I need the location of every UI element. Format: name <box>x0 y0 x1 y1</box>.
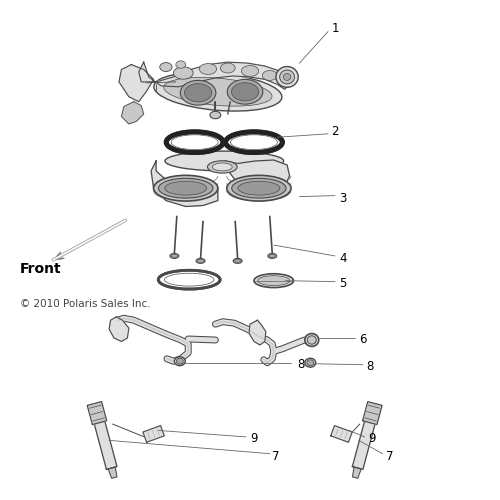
Polygon shape <box>249 320 266 345</box>
Polygon shape <box>352 467 361 478</box>
Ellipse shape <box>212 163 232 171</box>
Polygon shape <box>119 64 154 102</box>
Text: 9: 9 <box>368 432 376 446</box>
Text: 7: 7 <box>386 450 394 463</box>
Ellipse shape <box>180 80 216 105</box>
Ellipse shape <box>154 176 218 201</box>
Ellipse shape <box>154 72 282 111</box>
Text: 1: 1 <box>332 22 339 35</box>
Polygon shape <box>122 102 144 124</box>
Ellipse shape <box>200 64 216 74</box>
Ellipse shape <box>270 254 275 258</box>
Ellipse shape <box>230 135 278 150</box>
Ellipse shape <box>228 80 263 104</box>
Ellipse shape <box>227 176 291 201</box>
Ellipse shape <box>171 135 218 150</box>
Polygon shape <box>362 402 382 424</box>
Text: 7: 7 <box>272 450 280 463</box>
Polygon shape <box>108 467 117 478</box>
Ellipse shape <box>305 334 318 346</box>
Polygon shape <box>151 161 218 206</box>
Ellipse shape <box>305 358 316 367</box>
Text: 3: 3 <box>339 192 346 204</box>
Ellipse shape <box>158 270 220 289</box>
Ellipse shape <box>258 276 290 285</box>
Polygon shape <box>88 402 106 424</box>
Polygon shape <box>139 62 290 90</box>
Ellipse shape <box>232 178 286 198</box>
Text: © 2010 Polaris Sales Inc.: © 2010 Polaris Sales Inc. <box>20 300 150 310</box>
Ellipse shape <box>268 254 276 258</box>
Ellipse shape <box>196 258 205 264</box>
Ellipse shape <box>226 132 282 152</box>
Polygon shape <box>352 421 375 470</box>
Ellipse shape <box>164 273 214 286</box>
Ellipse shape <box>262 70 277 81</box>
Ellipse shape <box>233 258 242 264</box>
Text: 8: 8 <box>366 360 374 372</box>
Ellipse shape <box>210 112 221 118</box>
Text: 5: 5 <box>339 277 346 290</box>
Ellipse shape <box>198 260 203 262</box>
Ellipse shape <box>184 84 212 102</box>
Ellipse shape <box>172 254 177 258</box>
Polygon shape <box>109 317 129 342</box>
Text: 2: 2 <box>332 125 339 138</box>
Ellipse shape <box>176 61 186 68</box>
Ellipse shape <box>254 274 294 287</box>
Ellipse shape <box>164 78 272 106</box>
Ellipse shape <box>166 132 223 152</box>
Ellipse shape <box>174 67 193 79</box>
Ellipse shape <box>170 254 179 258</box>
Ellipse shape <box>220 63 235 73</box>
Text: 8: 8 <box>297 358 304 371</box>
Polygon shape <box>226 160 290 194</box>
Ellipse shape <box>174 357 185 366</box>
Text: 6: 6 <box>359 334 366 346</box>
Ellipse shape <box>280 70 294 84</box>
Ellipse shape <box>160 62 172 72</box>
Polygon shape <box>94 421 117 470</box>
Ellipse shape <box>158 178 213 198</box>
Ellipse shape <box>238 182 280 195</box>
Ellipse shape <box>208 161 237 173</box>
Ellipse shape <box>165 151 284 171</box>
Text: Front: Front <box>20 262 61 276</box>
Ellipse shape <box>232 82 258 101</box>
Text: 9: 9 <box>250 432 258 446</box>
Ellipse shape <box>234 260 240 262</box>
Ellipse shape <box>307 360 314 366</box>
Ellipse shape <box>176 358 183 364</box>
Ellipse shape <box>284 74 291 80</box>
Ellipse shape <box>164 182 206 195</box>
Ellipse shape <box>242 66 258 76</box>
Ellipse shape <box>276 66 298 87</box>
Polygon shape <box>331 426 352 442</box>
Ellipse shape <box>308 336 316 344</box>
Polygon shape <box>143 426 165 442</box>
Text: 4: 4 <box>339 252 346 266</box>
